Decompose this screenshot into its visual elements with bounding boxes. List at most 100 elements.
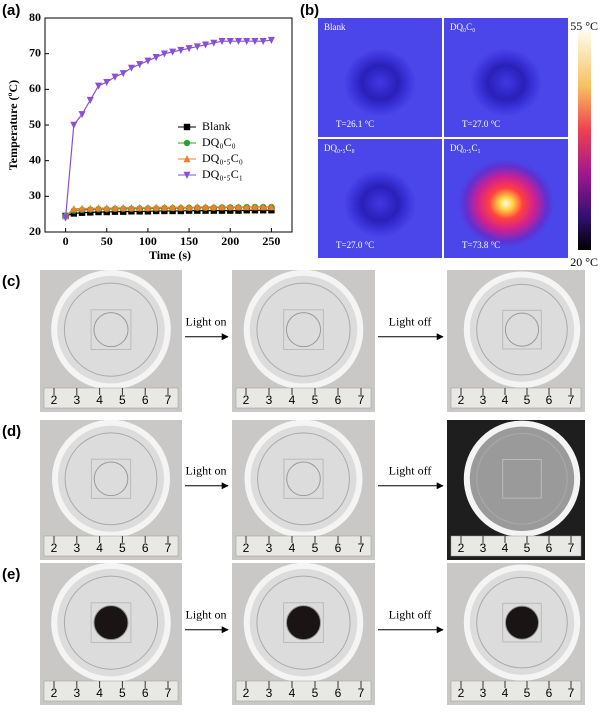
ruler-label: 5 xyxy=(119,393,126,407)
ruler-label: 7 xyxy=(358,686,365,700)
marker xyxy=(119,203,127,211)
marker xyxy=(183,123,191,131)
ruler-label: 6 xyxy=(142,541,149,555)
ruler-label: 4 xyxy=(289,541,296,555)
ruler-label: 4 xyxy=(502,686,509,700)
marker xyxy=(185,45,193,53)
y-tick-label: 80 xyxy=(29,10,41,24)
marker xyxy=(267,203,275,211)
ruler-label: 2 xyxy=(243,541,250,555)
sample xyxy=(285,605,322,641)
marker xyxy=(227,207,234,214)
dish xyxy=(243,269,364,390)
ruler-label: 7 xyxy=(358,541,365,555)
marker xyxy=(70,121,78,129)
plot-frame xyxy=(44,17,293,233)
legend-label: DQ₀.₅C₀ xyxy=(202,151,243,165)
ruler-label: 6 xyxy=(335,686,342,700)
thermal-temp: T=73.8 °C xyxy=(462,240,500,250)
marker xyxy=(193,203,201,211)
ruler-label: 7 xyxy=(568,541,575,555)
thermal-temp: T=27.0 °C xyxy=(336,240,374,250)
thermal-name: DQ₀C₀ xyxy=(450,22,475,32)
sample xyxy=(504,605,540,640)
ruler-label: 3 xyxy=(266,541,273,555)
ruler-label: 3 xyxy=(73,393,80,407)
film xyxy=(90,602,132,644)
x-tick-label: 200 xyxy=(221,234,239,248)
marker xyxy=(70,204,78,213)
ruler-label: 4 xyxy=(502,393,509,407)
arrow-label: Light on xyxy=(186,464,227,478)
ruler-label: 5 xyxy=(312,541,319,555)
thermal-spot xyxy=(458,159,554,248)
ruler-label: 2 xyxy=(458,393,465,407)
marker xyxy=(94,204,103,212)
marker xyxy=(136,61,144,69)
ruler xyxy=(450,680,582,702)
y-axis-label: Temperature (ºC) xyxy=(6,80,20,170)
marker xyxy=(127,64,135,72)
ruler-label: 5 xyxy=(524,686,531,700)
ruler xyxy=(450,535,582,557)
ruler-label: 7 xyxy=(568,686,575,700)
marker xyxy=(183,155,191,163)
marker xyxy=(259,203,267,211)
marker xyxy=(226,37,234,46)
sample xyxy=(504,312,540,347)
ruler-label: 3 xyxy=(266,686,273,700)
ruler-label: 5 xyxy=(312,686,319,700)
marker xyxy=(251,37,259,46)
ruler-label: 7 xyxy=(165,686,172,700)
marker xyxy=(86,96,94,104)
marker xyxy=(62,214,70,222)
thermal-temp: T=27.0 °C xyxy=(462,119,500,129)
sample xyxy=(504,461,540,496)
ruler-label: 2 xyxy=(243,393,250,407)
panel-label: (e) xyxy=(2,566,20,583)
arrow-label: Light off xyxy=(389,314,432,328)
dish-inner xyxy=(256,575,351,670)
ruler-label: 2 xyxy=(458,541,465,555)
thermal-name: Blank xyxy=(324,22,346,32)
dish-inner xyxy=(63,575,159,670)
film xyxy=(90,309,132,351)
scale-max: 55 °C xyxy=(570,19,598,33)
thermal-spot xyxy=(344,169,416,238)
ruler xyxy=(43,680,179,702)
marker xyxy=(111,204,119,212)
marker xyxy=(218,37,226,46)
marker xyxy=(160,50,168,58)
y-tick-label: 60 xyxy=(29,81,41,95)
marker xyxy=(177,46,185,54)
ruler xyxy=(235,680,372,702)
marker xyxy=(78,111,86,119)
ruler-label: 6 xyxy=(546,393,553,407)
panel-label: (b) xyxy=(300,2,319,19)
ruler-label: 5 xyxy=(119,686,126,700)
ruler-label: 4 xyxy=(96,541,103,555)
film xyxy=(283,458,324,499)
marker xyxy=(218,207,226,214)
y-tick-label: 30 xyxy=(29,188,41,202)
ruler-label: 3 xyxy=(73,686,80,700)
ruler xyxy=(235,387,372,409)
dish-inner xyxy=(476,576,568,669)
y-tick-label: 50 xyxy=(29,117,41,131)
arrow-label: Light on xyxy=(186,314,227,328)
marker xyxy=(218,203,226,211)
marker xyxy=(103,204,111,212)
marker xyxy=(202,41,210,49)
ruler-label: 6 xyxy=(335,541,342,555)
marker xyxy=(259,207,267,214)
x-tick-label: 250 xyxy=(262,234,280,248)
marker xyxy=(169,203,177,211)
marker xyxy=(144,203,152,211)
marker xyxy=(136,203,144,211)
marker xyxy=(183,139,191,147)
marker xyxy=(235,207,242,214)
ruler xyxy=(450,387,582,409)
ruler-label: 4 xyxy=(289,393,296,407)
dish xyxy=(463,420,581,537)
ruler-label: 6 xyxy=(546,686,553,700)
